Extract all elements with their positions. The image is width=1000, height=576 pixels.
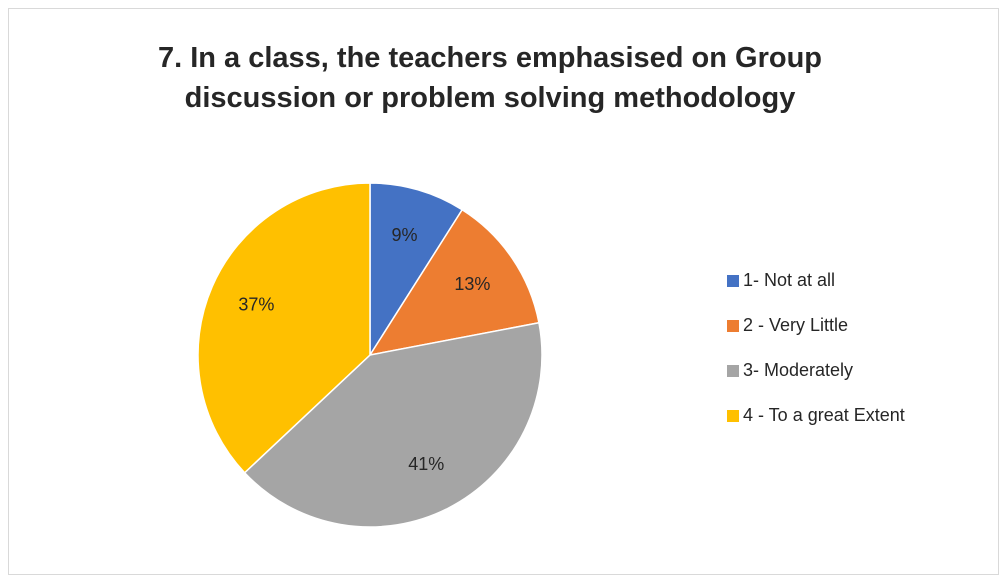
data-label: 41% <box>408 454 444 474</box>
legend-label: 1- Not at all <box>743 270 835 290</box>
chart-title: 7. In a class, the teachers emphasised o… <box>157 42 822 114</box>
data-label: 37% <box>238 295 274 315</box>
data-label: 9% <box>392 225 418 245</box>
legend-swatch <box>727 275 739 287</box>
legend-label: 3- Moderately <box>743 360 853 380</box>
pie-slice <box>243 321 543 528</box>
legend-swatch <box>727 320 739 332</box>
pie-slice <box>369 182 464 358</box>
data-label: 13% <box>454 274 490 294</box>
legend-swatch <box>727 365 739 377</box>
legend-label: 2 - Very Little <box>743 315 848 335</box>
legend-swatch <box>727 410 739 422</box>
legend-label: 4 - To a great Extent <box>743 405 905 425</box>
pie-slice <box>197 182 371 474</box>
pie-slice <box>368 208 540 357</box>
